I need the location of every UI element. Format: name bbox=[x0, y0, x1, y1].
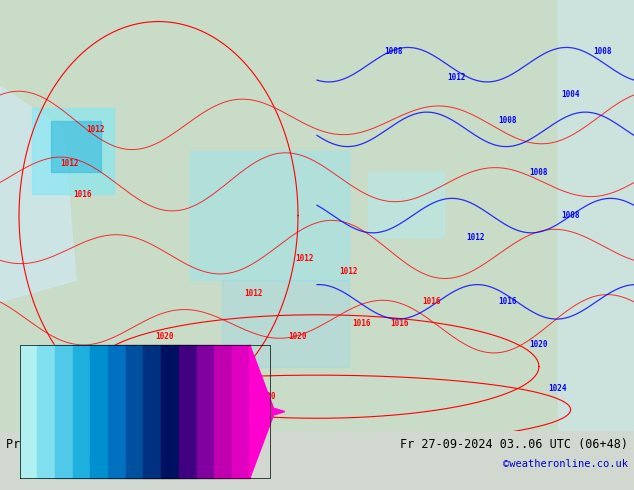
Polygon shape bbox=[368, 172, 444, 237]
Polygon shape bbox=[222, 280, 349, 367]
Text: 1024: 1024 bbox=[548, 384, 567, 392]
Polygon shape bbox=[51, 121, 101, 172]
Text: 1012: 1012 bbox=[244, 289, 263, 298]
Text: 1016: 1016 bbox=[73, 190, 92, 198]
Text: 1016: 1016 bbox=[422, 297, 441, 306]
Text: 1012: 1012 bbox=[295, 254, 314, 263]
Polygon shape bbox=[179, 345, 197, 478]
Polygon shape bbox=[197, 345, 214, 478]
Text: 1016: 1016 bbox=[352, 319, 371, 328]
Text: 1016: 1016 bbox=[498, 297, 517, 306]
Text: 1008: 1008 bbox=[498, 116, 517, 125]
Text: 1020: 1020 bbox=[155, 332, 174, 341]
Text: 1024: 1024 bbox=[105, 384, 124, 392]
Text: 1012: 1012 bbox=[447, 73, 466, 82]
Polygon shape bbox=[250, 345, 275, 478]
Text: 1012: 1012 bbox=[339, 267, 358, 276]
Text: 1008: 1008 bbox=[593, 47, 612, 56]
Text: ©weatheronline.co.uk: ©weatheronline.co.uk bbox=[503, 459, 628, 468]
Polygon shape bbox=[214, 345, 232, 478]
Polygon shape bbox=[0, 86, 76, 302]
Text: 1008: 1008 bbox=[529, 168, 548, 177]
Polygon shape bbox=[32, 108, 114, 194]
Text: 1008: 1008 bbox=[561, 211, 580, 220]
Text: 1024: 1024 bbox=[136, 410, 155, 418]
Text: 1020: 1020 bbox=[529, 341, 548, 349]
Polygon shape bbox=[20, 345, 37, 478]
Text: 1012: 1012 bbox=[60, 159, 79, 169]
Polygon shape bbox=[161, 345, 179, 478]
Polygon shape bbox=[37, 345, 55, 478]
Polygon shape bbox=[558, 0, 634, 431]
Text: Fr 27-09-2024 03..06 UTC (06+48): Fr 27-09-2024 03..06 UTC (06+48) bbox=[399, 438, 628, 451]
Text: 1004: 1004 bbox=[561, 90, 580, 99]
Text: 1020: 1020 bbox=[117, 358, 136, 367]
Polygon shape bbox=[126, 345, 143, 478]
Text: Precipitation [mm] GFS: Precipitation [mm] GFS bbox=[6, 438, 163, 451]
Text: 1012: 1012 bbox=[86, 125, 105, 134]
Polygon shape bbox=[55, 345, 73, 478]
Text: 1008: 1008 bbox=[384, 47, 403, 56]
Text: 1020: 1020 bbox=[257, 392, 276, 401]
Polygon shape bbox=[190, 151, 349, 280]
Text: 1020: 1020 bbox=[288, 332, 307, 341]
Polygon shape bbox=[275, 409, 285, 415]
Polygon shape bbox=[143, 345, 161, 478]
Polygon shape bbox=[73, 345, 91, 478]
Text: 1012: 1012 bbox=[466, 233, 485, 242]
Polygon shape bbox=[0, 0, 634, 431]
Text: 1016: 1016 bbox=[390, 319, 409, 328]
Polygon shape bbox=[91, 345, 108, 478]
Polygon shape bbox=[108, 345, 126, 478]
Polygon shape bbox=[232, 345, 250, 478]
